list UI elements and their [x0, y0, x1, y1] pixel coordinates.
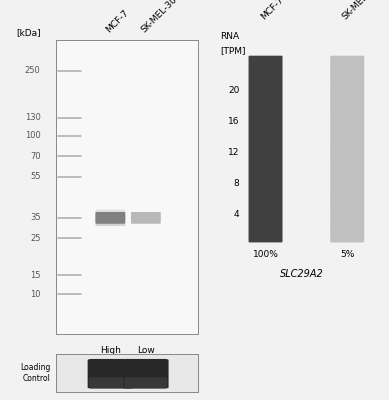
- Text: 8: 8: [234, 180, 239, 188]
- FancyBboxPatch shape: [249, 218, 282, 227]
- FancyBboxPatch shape: [249, 164, 282, 173]
- FancyBboxPatch shape: [249, 71, 282, 80]
- FancyBboxPatch shape: [330, 195, 364, 204]
- Text: 35: 35: [30, 213, 40, 222]
- FancyBboxPatch shape: [95, 214, 125, 226]
- FancyBboxPatch shape: [330, 125, 364, 134]
- Text: 100: 100: [25, 131, 40, 140]
- FancyBboxPatch shape: [249, 125, 282, 134]
- Text: SK-MEL-30: SK-MEL-30: [140, 0, 179, 34]
- FancyBboxPatch shape: [249, 234, 282, 242]
- FancyBboxPatch shape: [131, 212, 161, 224]
- FancyBboxPatch shape: [249, 203, 282, 212]
- FancyBboxPatch shape: [249, 172, 282, 180]
- FancyBboxPatch shape: [330, 102, 364, 111]
- FancyBboxPatch shape: [249, 195, 282, 204]
- FancyBboxPatch shape: [330, 87, 364, 95]
- FancyBboxPatch shape: [249, 110, 282, 118]
- FancyBboxPatch shape: [330, 141, 364, 150]
- Text: 10: 10: [30, 290, 40, 299]
- FancyBboxPatch shape: [249, 79, 282, 88]
- Text: Low: Low: [137, 346, 155, 355]
- Text: 12: 12: [228, 148, 239, 158]
- Text: 4: 4: [234, 210, 239, 219]
- Text: 25: 25: [30, 234, 40, 243]
- Text: SK-MEL-30: SK-MEL-30: [341, 0, 380, 21]
- FancyBboxPatch shape: [123, 359, 168, 388]
- FancyBboxPatch shape: [95, 210, 125, 221]
- Text: 15: 15: [30, 271, 40, 280]
- FancyBboxPatch shape: [330, 156, 364, 165]
- Text: 16: 16: [228, 118, 239, 126]
- Text: 70: 70: [30, 152, 40, 161]
- FancyBboxPatch shape: [249, 187, 282, 196]
- FancyBboxPatch shape: [330, 164, 364, 173]
- FancyBboxPatch shape: [95, 212, 125, 224]
- FancyBboxPatch shape: [330, 210, 364, 219]
- FancyBboxPatch shape: [330, 118, 364, 126]
- Text: [kDa]: [kDa]: [16, 28, 40, 37]
- FancyBboxPatch shape: [249, 149, 282, 157]
- Text: MCF-7: MCF-7: [104, 8, 130, 34]
- FancyBboxPatch shape: [249, 180, 282, 188]
- FancyBboxPatch shape: [330, 56, 364, 64]
- FancyBboxPatch shape: [249, 118, 282, 126]
- Text: [TPM]: [TPM]: [220, 46, 245, 55]
- FancyBboxPatch shape: [330, 110, 364, 118]
- FancyBboxPatch shape: [249, 87, 282, 95]
- FancyBboxPatch shape: [249, 102, 282, 111]
- FancyBboxPatch shape: [330, 172, 364, 180]
- FancyBboxPatch shape: [330, 79, 364, 88]
- Text: 100%: 100%: [252, 250, 279, 259]
- FancyBboxPatch shape: [330, 218, 364, 227]
- FancyBboxPatch shape: [89, 377, 131, 388]
- FancyBboxPatch shape: [249, 141, 282, 150]
- FancyBboxPatch shape: [249, 56, 282, 64]
- FancyBboxPatch shape: [330, 71, 364, 80]
- Text: RNA: RNA: [220, 32, 239, 41]
- FancyBboxPatch shape: [330, 226, 364, 235]
- Text: 20: 20: [228, 86, 239, 96]
- Text: 5%: 5%: [340, 250, 354, 259]
- FancyBboxPatch shape: [249, 94, 282, 103]
- FancyBboxPatch shape: [330, 180, 364, 188]
- FancyBboxPatch shape: [124, 377, 167, 388]
- FancyBboxPatch shape: [249, 210, 282, 219]
- FancyBboxPatch shape: [330, 234, 364, 242]
- FancyBboxPatch shape: [330, 149, 364, 157]
- FancyBboxPatch shape: [88, 359, 133, 388]
- Text: High: High: [100, 346, 121, 355]
- Text: 130: 130: [25, 114, 40, 122]
- FancyBboxPatch shape: [249, 64, 282, 72]
- FancyBboxPatch shape: [330, 187, 364, 196]
- FancyBboxPatch shape: [249, 133, 282, 142]
- FancyBboxPatch shape: [330, 133, 364, 142]
- Text: Loading
Control: Loading Control: [20, 363, 51, 383]
- FancyBboxPatch shape: [330, 94, 364, 103]
- FancyBboxPatch shape: [330, 64, 364, 72]
- Text: 55: 55: [30, 172, 40, 181]
- Text: 250: 250: [25, 66, 40, 75]
- Text: SLC29A2: SLC29A2: [280, 269, 323, 279]
- FancyBboxPatch shape: [249, 226, 282, 235]
- FancyBboxPatch shape: [249, 156, 282, 165]
- FancyBboxPatch shape: [330, 203, 364, 212]
- Text: MCF-7: MCF-7: [259, 0, 286, 21]
